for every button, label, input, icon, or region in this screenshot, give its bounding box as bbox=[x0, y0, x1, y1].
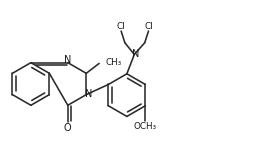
Text: Cl: Cl bbox=[144, 22, 153, 31]
Text: N: N bbox=[132, 49, 139, 59]
Text: OCH₃: OCH₃ bbox=[134, 122, 157, 131]
Text: CH₃: CH₃ bbox=[106, 59, 122, 68]
Text: N: N bbox=[85, 89, 93, 99]
Text: Cl: Cl bbox=[117, 22, 125, 31]
Text: N: N bbox=[64, 55, 71, 65]
Text: O: O bbox=[64, 123, 72, 133]
